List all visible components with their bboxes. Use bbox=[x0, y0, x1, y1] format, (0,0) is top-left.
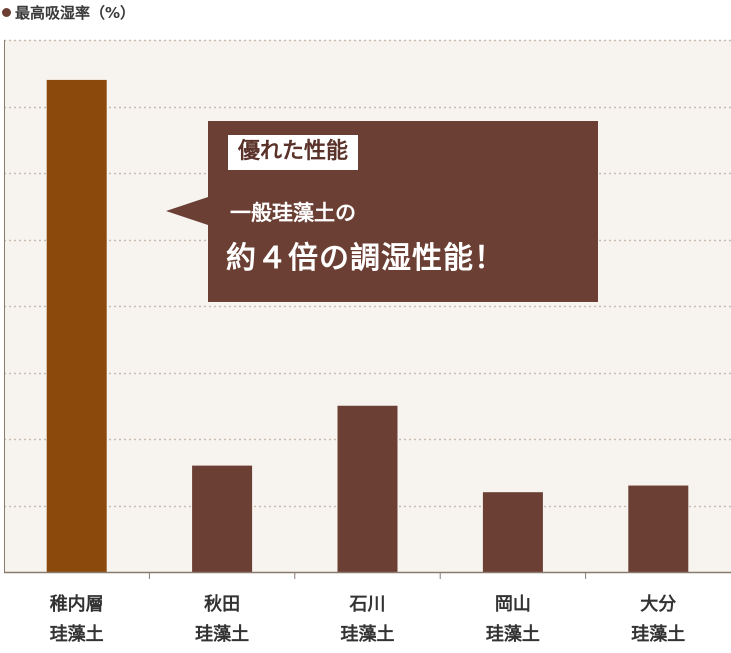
category-label: 岡山 珪藻土 bbox=[458, 590, 568, 650]
category-label-region: 岡山 bbox=[494, 594, 531, 615]
category-label-type: 珪藻土 bbox=[485, 624, 540, 645]
category-label-type: 珪藻土 bbox=[631, 624, 686, 645]
category-label-region: 稚内層 bbox=[49, 594, 104, 615]
bar bbox=[46, 79, 107, 573]
category-label-type: 珪藻土 bbox=[195, 624, 250, 645]
category-label-type: 珪藻土 bbox=[49, 624, 104, 645]
category-label-type: 珪藻土 bbox=[340, 624, 395, 645]
category-label: 石川 珪藻土 bbox=[313, 590, 423, 650]
callout-box: 優れた性能 一般珪藻土の 約４倍の調湿性能！ bbox=[208, 121, 598, 302]
callout-text-line2: 約４倍の調湿性能！ bbox=[226, 241, 505, 276]
category-label: 秋田 珪藻土 bbox=[167, 590, 277, 650]
chart-title: 最高吸湿率（%） bbox=[2, 2, 135, 23]
grid-lines bbox=[4, 39, 731, 508]
chart-title-text: 最高吸湿率（%） bbox=[15, 4, 136, 22]
bar bbox=[192, 465, 253, 572]
category-label-region: 大分 bbox=[640, 594, 677, 615]
x-axis-ticks bbox=[148, 572, 587, 579]
bar bbox=[337, 405, 398, 572]
bar bbox=[628, 485, 689, 572]
title-bullet-icon bbox=[2, 8, 11, 17]
callout-text-line1: 一般珪藻土の bbox=[230, 201, 356, 225]
category-label-region: 石川 bbox=[349, 594, 386, 615]
bar bbox=[482, 492, 543, 572]
callout-tag: 優れた性能 bbox=[228, 135, 359, 170]
category-label: 大分 珪藻土 bbox=[603, 590, 713, 650]
category-label: 稚内層 珪藻土 bbox=[22, 590, 132, 650]
category-label-region: 秋田 bbox=[204, 594, 241, 615]
bars bbox=[46, 79, 689, 573]
callout-pointer bbox=[166, 197, 208, 225]
